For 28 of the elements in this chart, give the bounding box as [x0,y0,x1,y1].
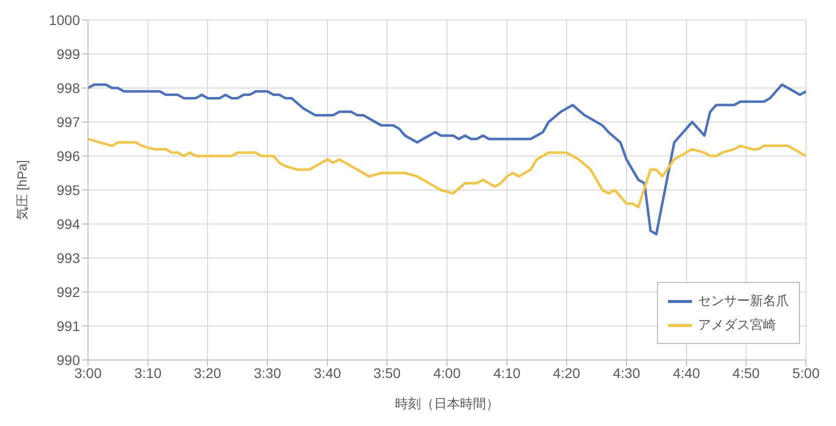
x-tick-label: 3:40 [314,364,342,381]
y-tick-label: 999 [56,46,80,62]
x-tick-label: 3:10 [134,364,162,381]
x-tick-label: 4:00 [433,364,461,381]
line-series [88,138,806,208]
y-tick-label: 997 [56,114,80,130]
x-tick-label: 3:30 [254,364,282,381]
y-tick-label: 992 [56,284,80,300]
y-tick-label: 991 [56,318,80,334]
legend-label: センサー新名爪 [698,292,789,310]
x-tick-label: 4:10 [493,364,521,381]
y-tick-label: 994 [56,216,80,232]
line-series [88,83,806,236]
y-tick-label: 1000 [48,12,80,28]
x-tick-label: 5:00 [792,364,820,381]
y-tick-label: 996 [56,148,80,164]
y-tick-label: 995 [56,182,80,198]
y-tick-label: 998 [56,80,80,96]
x-tick-label: 4:50 [732,364,760,381]
y-tick-label: 993 [56,250,80,266]
x-tick-label: 4:30 [612,364,640,381]
x-tick-label: 4:20 [552,364,580,381]
x-tick-label: 3:50 [373,364,401,381]
y-axis-title: 気圧 [hPa] [14,160,30,220]
x-axis-title: 時刻（日本時間） [395,396,499,411]
x-tick-label: 4:40 [672,364,700,381]
x-tick-label: 3:20 [194,364,222,381]
legend-label: アメダス宮崎 [698,316,776,334]
